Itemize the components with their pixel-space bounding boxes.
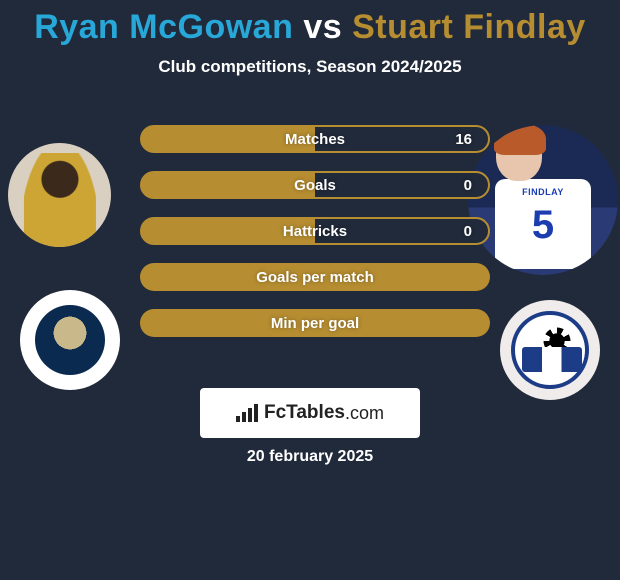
comparison-date: 20 february 2025 (0, 448, 620, 466)
player1-silhouette (23, 153, 95, 247)
player1-photo (8, 143, 111, 247)
player2-name: Stuart Findlay (352, 8, 586, 46)
stat-row-goals-per-match: Goals per match (140, 263, 490, 291)
stat-label: Matches (285, 131, 345, 148)
player1-name: Ryan McGowan (34, 8, 293, 46)
player2-photo (468, 125, 618, 275)
stat-row-matches: Matches 16 (140, 125, 490, 153)
stat-label: Goals per match (256, 269, 374, 286)
st-johnstone-crest (35, 305, 105, 375)
stat-value: 0 (464, 177, 472, 194)
stats-container: Matches 16 Goals 0 Hattricks 0 Goals per… (140, 125, 490, 355)
vs-label: vs (303, 8, 342, 46)
club-badge-left (20, 290, 120, 390)
fctables-logo[interactable]: FcTables.com (200, 388, 420, 438)
stat-row-hattricks: Hattricks 0 (140, 217, 490, 245)
club-badge-right (500, 300, 600, 400)
kilmarnock-crest (511, 311, 589, 389)
logo-brand: FcTables (264, 402, 345, 424)
stat-value: 0 (464, 223, 472, 240)
logo-domain: .com (345, 403, 384, 424)
stat-value: 16 (455, 131, 472, 148)
stat-label: Goals (294, 177, 336, 194)
stat-label: Hattricks (283, 223, 347, 240)
player2-hair (494, 125, 546, 155)
stat-row-goals: Goals 0 (140, 171, 490, 199)
subtitle: Club competitions, Season 2024/2025 (0, 57, 620, 77)
player2-held-shirt (495, 179, 591, 269)
comparison-title: Ryan McGowan vs Stuart Findlay (0, 0, 620, 47)
bars-icon (236, 404, 258, 422)
stat-label: Min per goal (271, 315, 359, 332)
stat-row-min-per-goal: Min per goal (140, 309, 490, 337)
